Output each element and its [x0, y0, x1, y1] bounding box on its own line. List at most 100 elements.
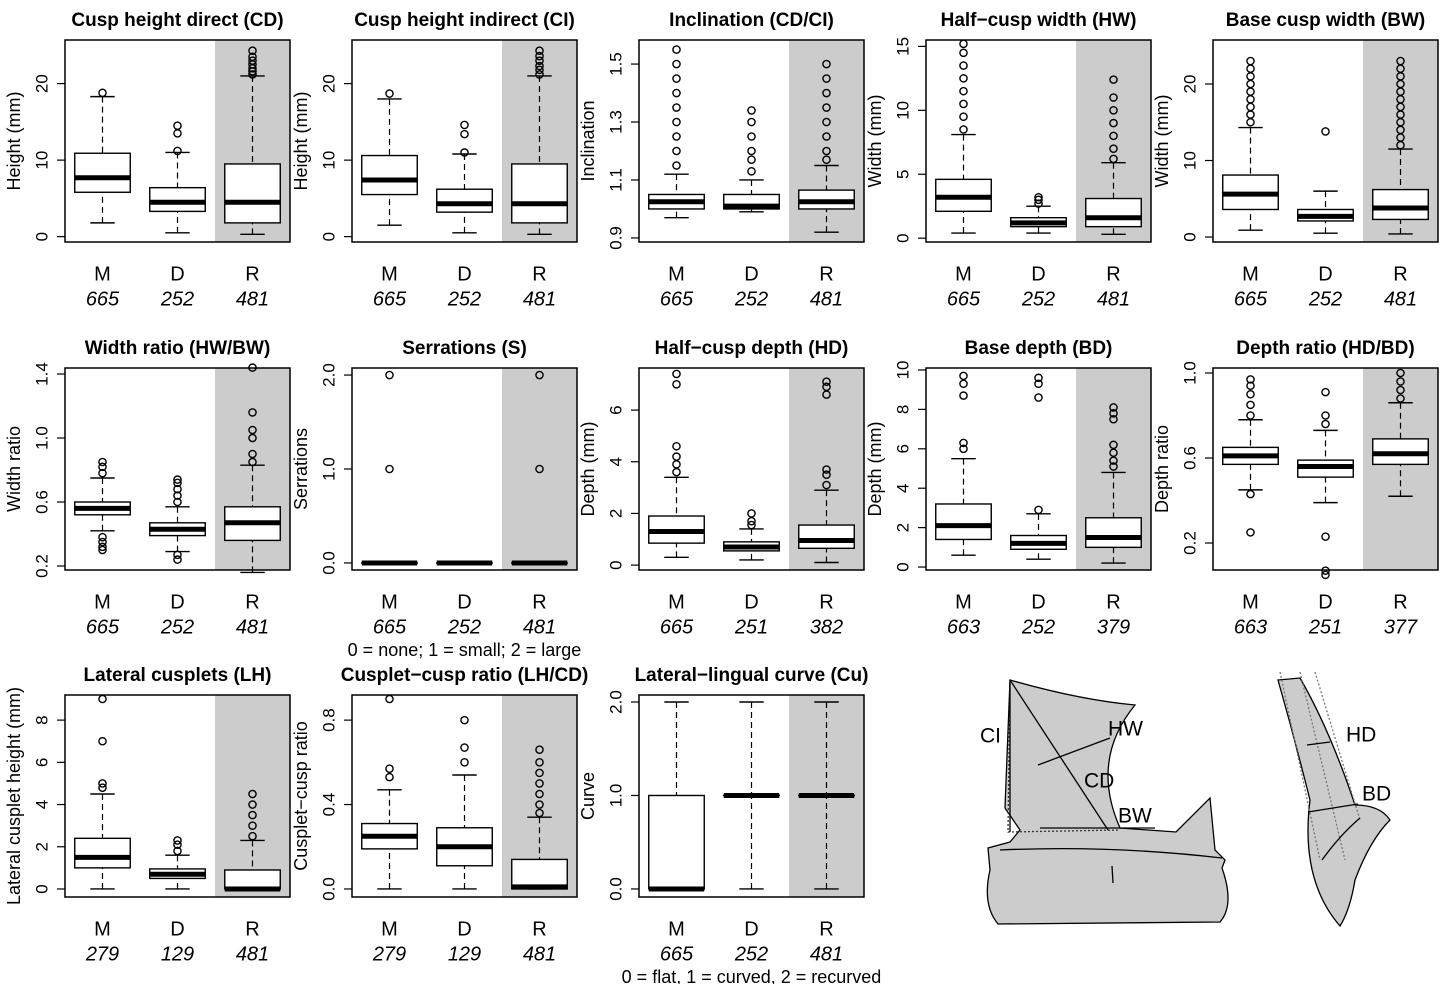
y-axis-label: Serrations: [291, 428, 311, 510]
panel: Lateral cusplets (LH)Lateral cusplet hei…: [4, 665, 290, 965]
y-tick-label: 0: [32, 232, 51, 241]
y-tick-label: 10: [319, 151, 338, 170]
outlier: [673, 461, 680, 468]
y-tick-label: 0.0: [319, 877, 338, 901]
box: [1086, 199, 1142, 227]
x-tick-label: D: [744, 263, 758, 285]
outlier: [386, 774, 393, 781]
y-tick-label: 1.1: [606, 168, 625, 192]
box: [225, 870, 281, 889]
y-tick-label: 20: [1180, 75, 1199, 94]
panel: Lateral−lingual curve (Cu)Curve0.01.02.0…: [578, 665, 882, 984]
y-axis-label: Height (mm): [4, 91, 24, 190]
diagram-label: BD: [1362, 783, 1391, 806]
panel: Serrations (S)Serrations0.01.02.0M665D25…: [291, 338, 582, 660]
x-tick-label: M: [381, 263, 398, 285]
y-tick-label: 0.6: [32, 490, 51, 514]
outlier: [1247, 391, 1254, 398]
panel: Half−cusp depth (HD)Depth (mm)0246M665D2…: [578, 338, 864, 638]
outlier: [960, 113, 967, 120]
y-axis-label: Width ratio: [4, 426, 24, 512]
outlier: [673, 381, 680, 388]
panel: Base depth (BD)Depth (mm)0246810M663D252…: [865, 338, 1151, 638]
outlier: [1247, 111, 1254, 118]
y-tick-label: 0.2: [1180, 531, 1199, 555]
x-tick-label: R: [819, 591, 833, 613]
y-tick-label: 1.0: [1180, 361, 1199, 385]
note: 0 = flat, 1 = curved, 2 = recurved: [622, 967, 882, 984]
outlier: [960, 88, 967, 95]
outlier: [748, 168, 755, 175]
x-tick-label: M: [1242, 263, 1259, 285]
outlier: [1247, 401, 1254, 408]
y-tick-label: 1.0: [606, 784, 625, 808]
outlier: [673, 118, 680, 125]
x-tick-label: D: [1031, 263, 1045, 285]
y-tick-label: 6: [606, 405, 625, 414]
x-tick-label: M: [94, 591, 111, 613]
y-tick-label: 2.0: [606, 690, 625, 714]
y-tick-label: 1.4: [32, 362, 51, 386]
y-tick-label: 2: [893, 523, 912, 532]
n-label: 252: [447, 288, 481, 310]
outlier: [673, 443, 680, 450]
x-tick-label: M: [381, 591, 398, 613]
outlier: [1247, 65, 1254, 72]
x-tick-label: D: [457, 263, 471, 285]
x-tick-label: R: [532, 591, 546, 613]
outlier: [960, 380, 967, 387]
y-tick-label: 4: [32, 800, 51, 809]
chart-title: Half−cusp width (HW): [941, 10, 1137, 31]
outlier: [1247, 103, 1254, 110]
y-tick-label: 10: [1180, 151, 1199, 170]
n-label: 663: [1234, 616, 1267, 638]
y-tick-label: 2: [606, 509, 625, 518]
outlier: [960, 100, 967, 107]
y-tick-label: 0.9: [606, 226, 625, 250]
chart-title: Width ratio (HW/BW): [85, 338, 271, 359]
outlier: [386, 465, 393, 472]
n-label: 252: [1021, 288, 1055, 310]
x-tick-label: M: [955, 591, 972, 613]
x-tick-label: R: [532, 263, 546, 285]
y-tick-label: 0: [893, 233, 912, 242]
outlier: [99, 89, 106, 96]
outlier: [99, 695, 106, 702]
n-label: 665: [1234, 288, 1268, 310]
x-tick-label: M: [668, 918, 685, 940]
box: [225, 164, 281, 223]
outlier: [386, 90, 393, 97]
n-label: 665: [660, 943, 694, 965]
outlier: [673, 60, 680, 67]
n-label: 279: [85, 943, 119, 965]
outlier: [748, 510, 755, 517]
outlier: [673, 104, 680, 111]
chart-title: Cusp height indirect (CI): [354, 10, 575, 31]
x-tick-label: M: [955, 263, 972, 285]
outlier: [1247, 88, 1254, 95]
outlier: [960, 40, 967, 47]
box: [1373, 190, 1429, 220]
x-tick-label: D: [1318, 591, 1332, 613]
x-tick-label: D: [170, 918, 184, 940]
diagram-label: CD: [1084, 770, 1114, 793]
box: [75, 153, 131, 192]
outlier: [1322, 412, 1329, 419]
y-axis-label: Lateral cusplet height (mm): [4, 687, 24, 905]
y-tick-label: 0.2: [32, 554, 51, 578]
outlier: [960, 372, 967, 379]
n-label: 665: [86, 288, 120, 310]
n-label: 279: [372, 943, 406, 965]
panel: Width ratio (HW/BW)Width ratio0.20.61.01…: [4, 338, 290, 638]
x-tick-label: M: [381, 918, 398, 940]
outlier: [1247, 491, 1254, 498]
outlier: [960, 49, 967, 56]
x-tick-label: R: [1106, 263, 1120, 285]
n-label: 129: [161, 943, 194, 965]
x-tick-label: M: [668, 591, 685, 613]
outlier: [748, 107, 755, 114]
outlier: [174, 122, 181, 129]
chart-title: Cusplet−cusp ratio (LH/CD): [341, 665, 589, 686]
y-tick-label: 0.6: [1180, 446, 1199, 470]
y-tick-label: 2.0: [319, 363, 338, 387]
